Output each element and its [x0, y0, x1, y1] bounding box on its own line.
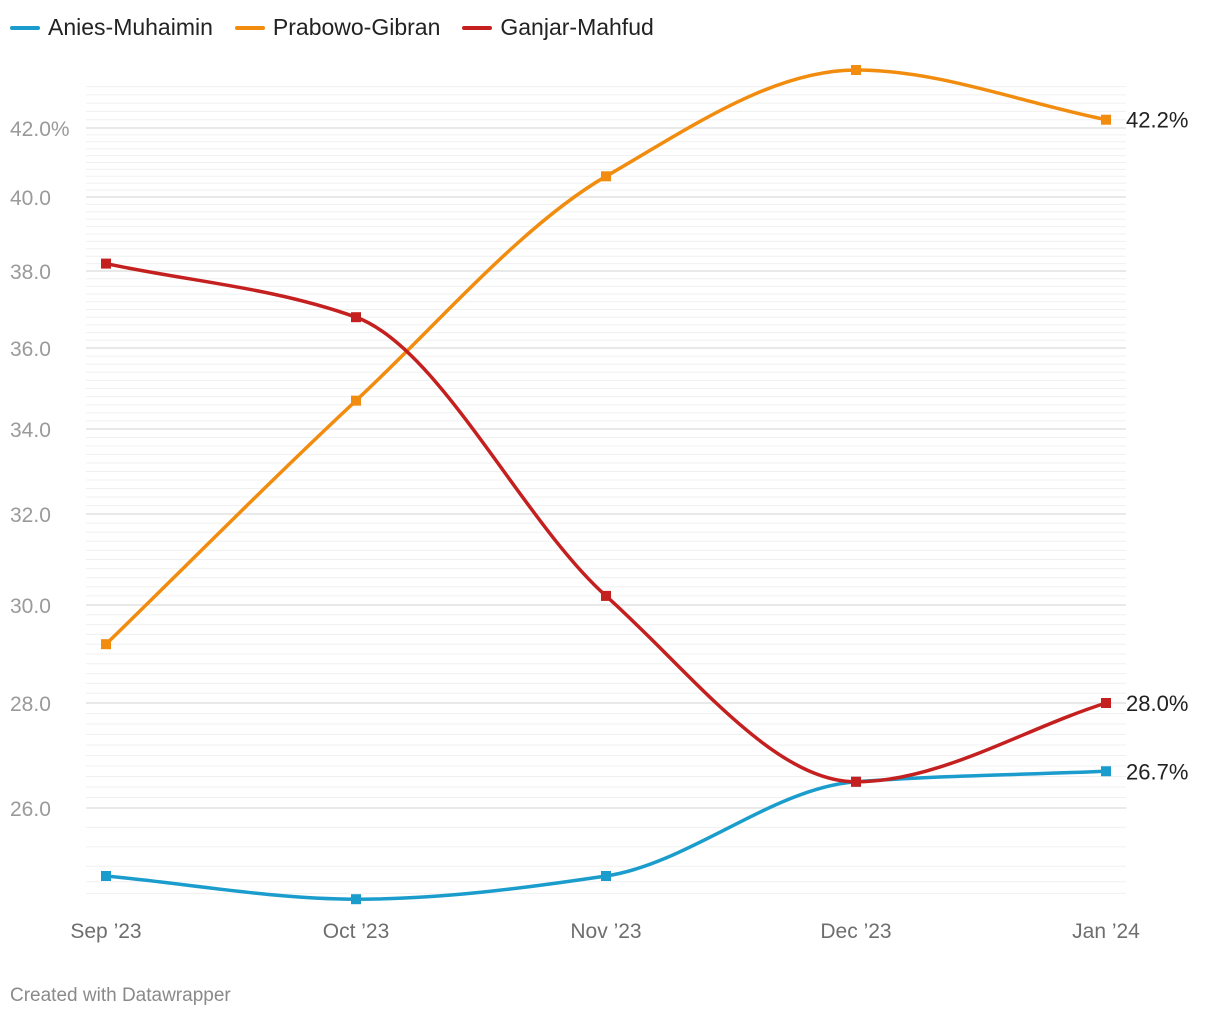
- legend-label: Prabowo-Gibran: [272, 14, 441, 40]
- legend-swatch: [462, 25, 493, 30]
- data-point: [351, 894, 361, 905]
- x-tick-label: Nov ’23: [570, 920, 641, 943]
- data-point: [101, 639, 111, 650]
- y-tick-label: 34.0: [10, 419, 51, 442]
- data-point: [1101, 114, 1111, 125]
- credit-text: Created with Datawrapper: [10, 985, 231, 1006]
- end-value-label: 42.2%: [1126, 108, 1188, 133]
- y-tick-label: 42.0%: [10, 118, 70, 141]
- legend-item: Anies-Muhaimin: [10, 14, 213, 41]
- legend-item: Prabowo-Gibran: [234, 14, 441, 41]
- y-tick-label: 28.0: [10, 693, 51, 716]
- x-tick-label: Sep ’23: [70, 920, 141, 943]
- y-tick-label: 38.0: [10, 261, 51, 284]
- data-point: [1101, 698, 1111, 708]
- y-tick-label: 36.0: [10, 338, 51, 361]
- legend-item: Ganjar-Mahfud: [462, 14, 654, 41]
- x-tick-label: Dec ’23: [820, 920, 891, 943]
- data-point: [1101, 766, 1111, 777]
- x-tick-label: Oct ’23: [323, 920, 390, 943]
- minor-gridlines: [86, 86, 1126, 894]
- data-point: [601, 171, 611, 182]
- line-chart: 26.0 28.0 30.0 32.0 34.0 36.0 38.0 40.0 42.0% Sep…: [10, 65, 1188, 943]
- end-value-label: 28.0%: [1126, 691, 1188, 716]
- data-point: [601, 871, 611, 881]
- data-point: [351, 395, 361, 406]
- y-tick-label: 30.0: [10, 595, 51, 618]
- legend-label: Ganjar-Mahfud: [500, 14, 654, 40]
- y-tick-label: 32.0: [10, 504, 51, 527]
- chart-legend: Anies-Muhaimin Prabowo-Gibran Ganjar-Mahfu…: [10, 14, 654, 41]
- end-value-label: 26.7%: [1126, 759, 1188, 784]
- legend-swatch: [234, 25, 265, 30]
- data-point: [101, 258, 111, 269]
- y-tick-label: 40.0: [10, 187, 51, 210]
- data-point: [101, 871, 111, 881]
- legend-swatch: [10, 25, 40, 30]
- series-line: [104, 68, 1108, 646]
- x-tick-label: Jan ’24: [1072, 920, 1140, 943]
- data-point: [851, 65, 861, 75]
- data-point: [351, 312, 361, 323]
- y-tick-label: 26.0: [10, 798, 51, 821]
- legend-label: Anies-Muhaimin: [48, 14, 213, 40]
- data-point: [601, 590, 611, 601]
- data-point: [851, 776, 861, 787]
